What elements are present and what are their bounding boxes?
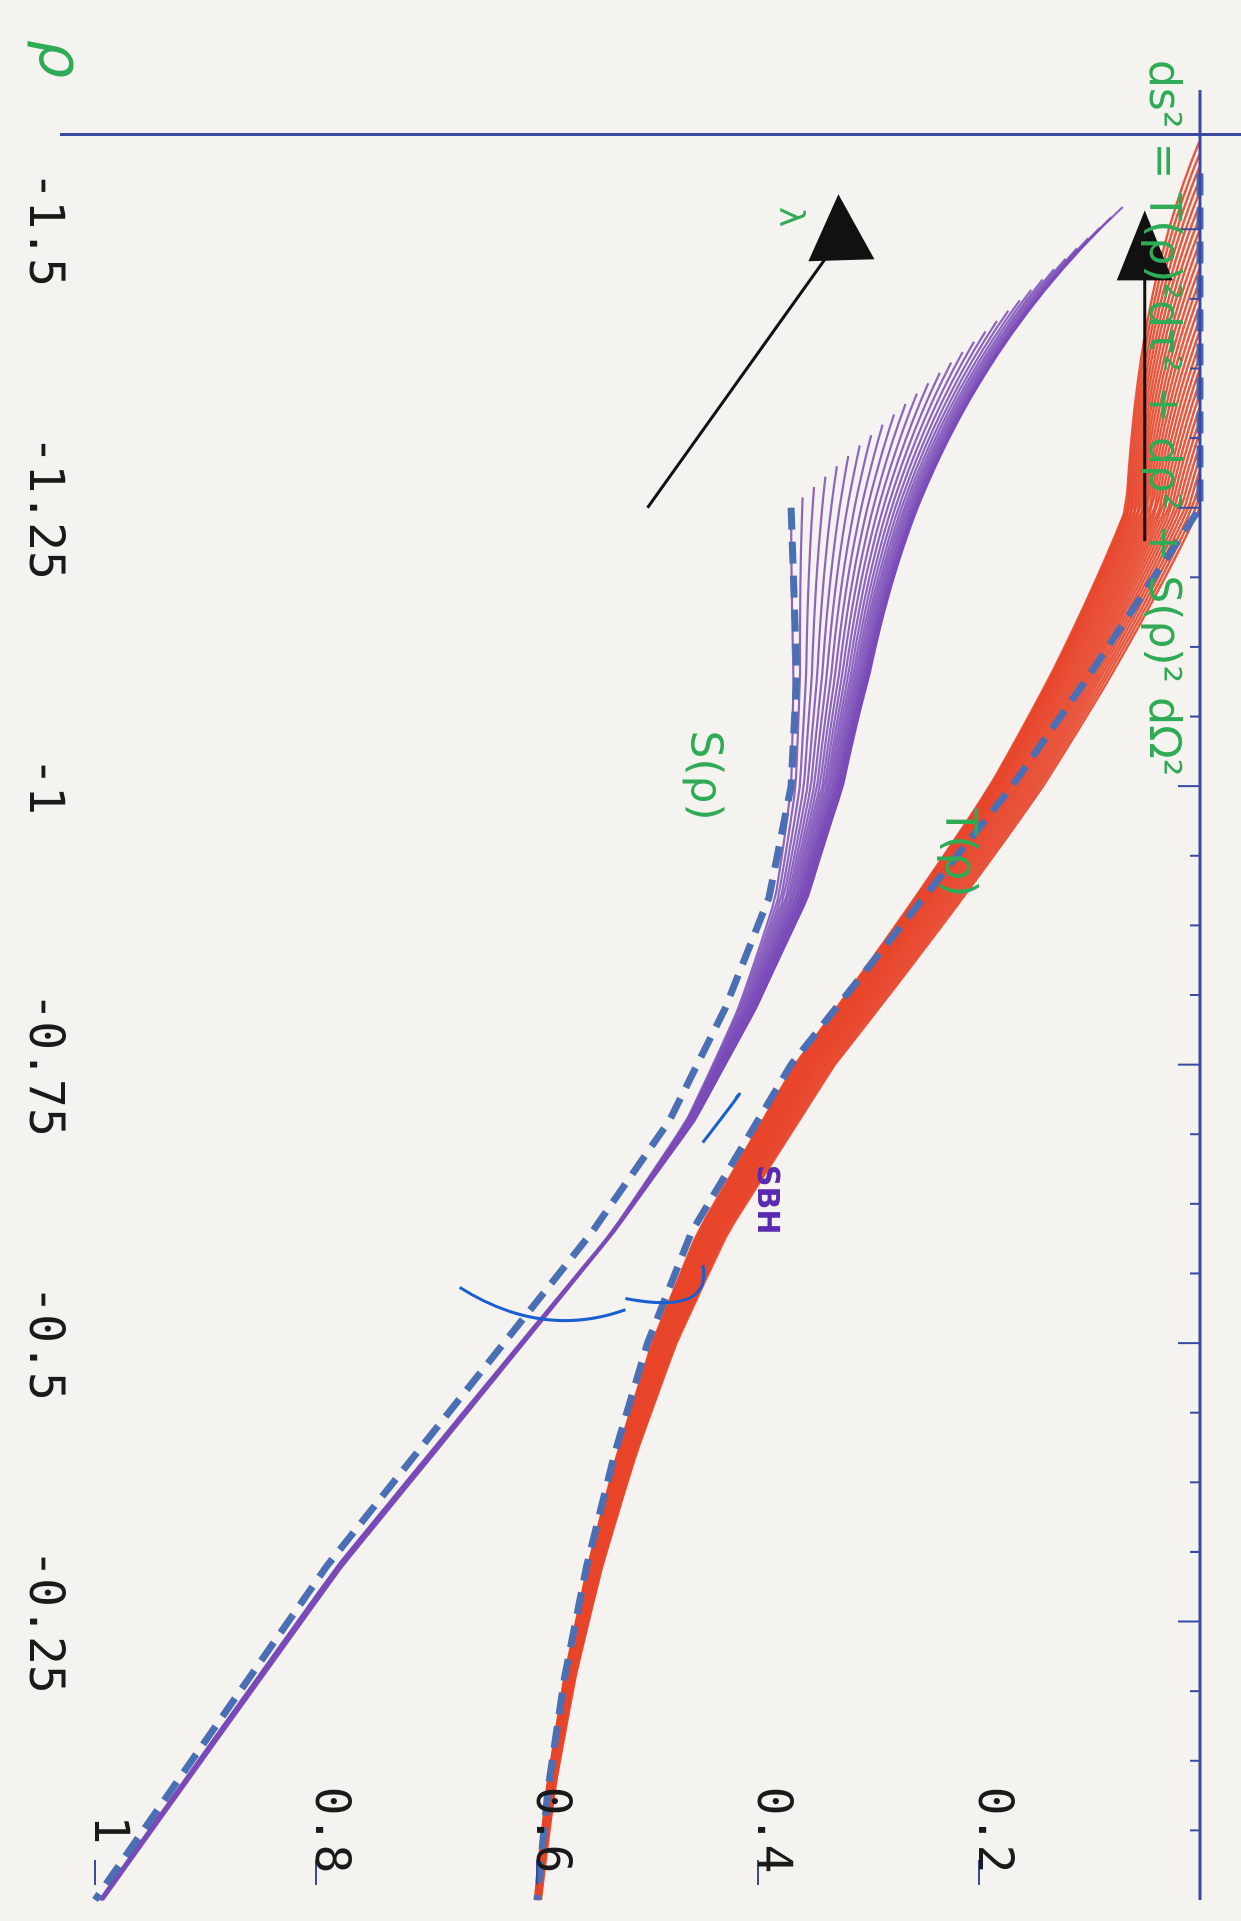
s-rho-curve (100, 403, 907, 1901)
labels-layer: ρ ds² = T(ρ)²dτ² + dρ² + S(ρ)² dΩ² S(ρ) … (25, 40, 1190, 1234)
t-rho-label: T(ρ) (935, 807, 986, 897)
t-rho-curve (539, 507, 1202, 1901)
s-rho-curve (102, 497, 804, 1901)
s-rho-curve (98, 216, 1112, 1901)
s-rho-curve (99, 330, 987, 1901)
t-rho-curve (533, 152, 1202, 1901)
arrows (458, 194, 1173, 1323)
metric-equation: ds² = T(ρ)²dτ² + dρ² + S(ρ)² dΩ² (1139, 60, 1190, 776)
curve-families (98, 139, 1202, 1901)
t-limit-dashed-curve (533, 173, 1204, 1901)
t-rho-curve (534, 165, 1202, 1901)
s-rho-curve (100, 351, 964, 1901)
s-rho-curve (98, 206, 1124, 1901)
x-tick-label: -1.25 (18, 435, 74, 580)
y-tick-label: 0.4 (746, 1787, 802, 1874)
t-rho-curve (534, 215, 1202, 1901)
y-tick-label: 0.2 (967, 1787, 1023, 1874)
t-rho-curve (535, 266, 1202, 1901)
s-limit-dashed-curve (92, 507, 801, 1902)
t-rho-curve (535, 279, 1202, 1901)
s-rho-curve (99, 247, 1078, 1901)
x-tick-label: -1 (18, 757, 74, 815)
t-rho-curve (535, 291, 1202, 1901)
lambda-arrow-head (1116, 210, 1173, 281)
plot-area: -1.5 -1.25 -1 -0.75 -0.5 -0.25 0.2 0.4 0.6 0.8 1 (18, 90, 1241, 1902)
t-rho-curve (534, 177, 1202, 1901)
t-rho-curve (535, 317, 1202, 1901)
s-rho-curve (100, 362, 953, 1901)
x-tick-label: -0.75 (18, 992, 74, 1137)
sbh-hook (701, 1092, 741, 1144)
axes: -1.5 -1.25 -1 -0.75 -0.5 -0.25 0.2 0.4 0.6 0.8 1 (18, 90, 1241, 1900)
limit-curves (92, 173, 1204, 1902)
s-rho-curve (98, 226, 1101, 1901)
lambda-arrow-head (808, 194, 875, 262)
s-rho-curve (101, 486, 816, 1901)
sbh-label: SBH (750, 1165, 785, 1235)
y-tick-label: 0.8 (304, 1787, 360, 1874)
x-axis-label: ρ (25, 40, 95, 78)
x-tick-label: -1.5 (18, 171, 74, 287)
s-rho-curve (98, 237, 1090, 1901)
t-rho-curve (534, 203, 1202, 1901)
s-rho-curve (102, 507, 795, 1901)
x-tick-label: -0.5 (18, 1285, 74, 1401)
s-rho-curve (100, 382, 930, 1901)
sbh-pointer (625, 1264, 706, 1305)
y-tick-label: 0.6 (525, 1787, 581, 1874)
s-rho-curve (100, 372, 941, 1901)
lambda-label: λ (771, 207, 811, 227)
s-rho-curve (99, 258, 1067, 1901)
lambda-arrow-shaft (646, 228, 848, 509)
t-rho-curve (534, 241, 1202, 1901)
x-tick-label: -0.25 (18, 1549, 74, 1694)
y-tick-label: 1 (83, 1816, 139, 1845)
sbh-bracket (458, 1286, 626, 1323)
s-rho-label: S(ρ) (681, 730, 732, 820)
